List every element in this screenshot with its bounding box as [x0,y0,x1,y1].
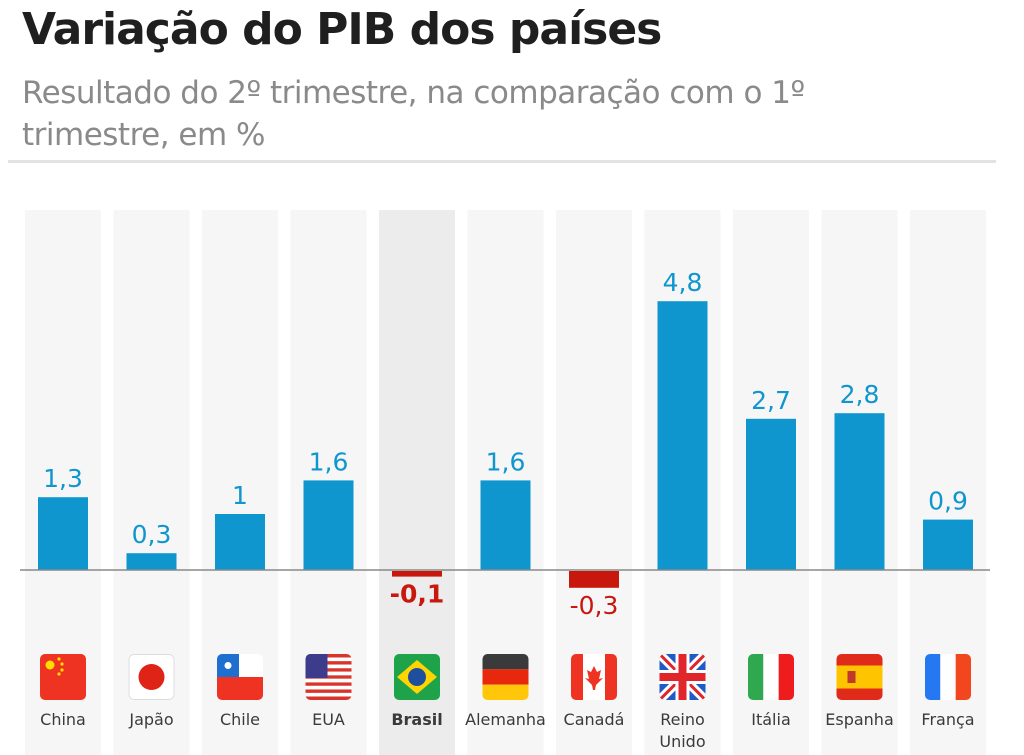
data-label-8: 2,7 [751,386,791,415]
category-label-1: Japão [128,710,173,729]
bar-8 [746,418,796,570]
category-label-0: China [40,710,86,729]
category-label-7-line-1: Unido [659,732,705,751]
bar-5 [480,480,531,570]
chart-subtitle: Resultado do 2º trimestre, na comparação… [22,75,805,153]
usa-flag-icon [305,654,352,700]
data-label-0: 1,3 [43,464,83,493]
data-label-10: 0,9 [928,487,968,516]
data-label-6: -0,3 [570,591,619,620]
japan-flag-icon [128,654,175,700]
category-label-5: Alemanha [465,710,546,729]
chart-title: Variação do PIB dos países [22,4,662,55]
category-label-3: EUA [312,710,345,729]
header-divider [8,160,996,163]
uk-flag-icon [659,654,706,700]
category-label-9: Espanha [825,710,894,729]
category-label-6: Canadá [564,710,625,729]
bar-1 [126,553,177,570]
category-label-2: Chile [220,710,260,729]
spain-flag-icon [836,654,883,700]
data-label-5: 1,6 [486,447,526,476]
bar-6 [569,571,619,588]
category-label-10: França [921,710,974,729]
category-label-4: Brasil [391,710,442,729]
canada-flag-icon [571,654,617,700]
bar-0 [38,497,88,570]
data-label-2: 1 [232,481,248,510]
china-flag-icon [40,654,86,700]
data-label-1: 0,3 [132,520,172,549]
bar-3 [303,480,354,570]
bar-9 [834,413,885,570]
data-label-3: 1,6 [309,447,349,476]
bar-10 [923,519,973,570]
data-label-7: 4,8 [663,268,703,297]
data-label-4: -0,1 [390,580,445,609]
france-flag-icon [925,654,971,700]
chile-flag-icon [217,654,263,700]
italy-flag-icon [748,654,794,700]
category-label-8: Itália [751,710,791,729]
bar-4 [392,571,442,577]
category-label-7-line-0: Reino [660,710,705,729]
data-label-9: 2,8 [840,380,880,409]
germany-flag-icon [482,654,529,700]
bar-2 [215,514,265,570]
brazil-flag-icon [394,654,440,700]
bar-7 [657,301,708,570]
